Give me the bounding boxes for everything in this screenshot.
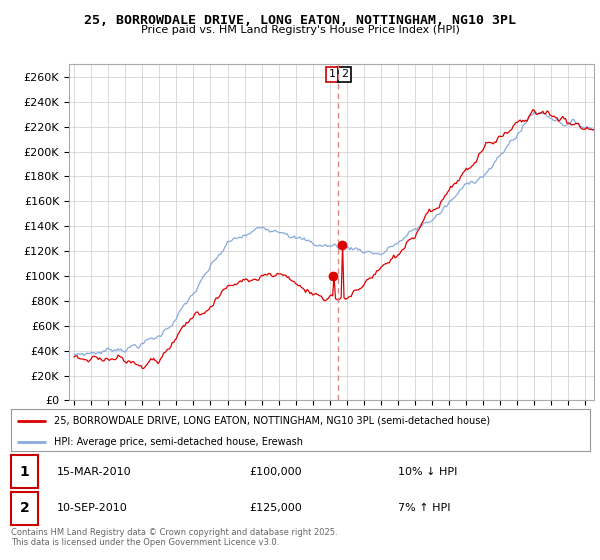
Text: 2: 2 [341,69,348,80]
Text: Contains HM Land Registry data © Crown copyright and database right 2025.
This d: Contains HM Land Registry data © Crown c… [11,528,337,547]
Text: 1: 1 [19,465,29,478]
Text: 15-MAR-2010: 15-MAR-2010 [57,466,132,477]
Text: 2: 2 [19,502,29,515]
Text: 25, BORROWDALE DRIVE, LONG EATON, NOTTINGHAM, NG10 3PL: 25, BORROWDALE DRIVE, LONG EATON, NOTTIN… [84,14,516,27]
Text: 1: 1 [329,69,336,80]
Text: £100,000: £100,000 [250,466,302,477]
Text: 7% ↑ HPI: 7% ↑ HPI [398,503,450,514]
Text: £125,000: £125,000 [250,503,302,514]
Text: 10% ↓ HPI: 10% ↓ HPI [398,466,457,477]
Text: 10-SEP-2010: 10-SEP-2010 [57,503,128,514]
Text: HPI: Average price, semi-detached house, Erewash: HPI: Average price, semi-detached house,… [54,437,303,446]
Text: 25, BORROWDALE DRIVE, LONG EATON, NOTTINGHAM, NG10 3PL (semi-detached house): 25, BORROWDALE DRIVE, LONG EATON, NOTTIN… [54,416,490,426]
Text: Price paid vs. HM Land Registry's House Price Index (HPI): Price paid vs. HM Land Registry's House … [140,25,460,35]
